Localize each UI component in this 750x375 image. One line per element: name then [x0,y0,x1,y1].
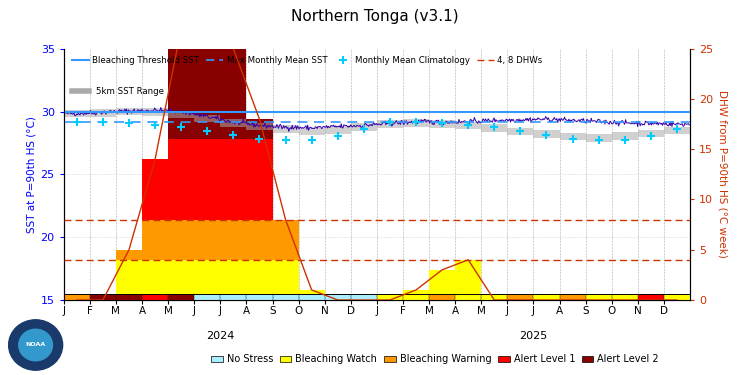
Bar [142,294,168,300]
Bar [116,294,142,300]
Bar [507,294,533,300]
Text: Northern Tonga (v3.1): Northern Tonga (v3.1) [291,9,459,24]
Y-axis label: DHW from P=90th HS (°C week): DHW from P=90th HS (°C week) [717,90,728,258]
Legend: 5km SST Range: 5km SST Range [68,83,167,99]
Legend: No Stress, Bleaching Watch, Bleaching Warning, Alert Level 1, Alert Level 2: No Stress, Bleaching Watch, Bleaching Wa… [207,351,663,368]
Bar [429,294,455,300]
Circle shape [9,320,62,370]
Bar [638,294,664,300]
Bar [560,294,586,300]
Bar [455,294,482,300]
Circle shape [19,329,53,361]
Bar [194,294,220,300]
Bar [220,294,247,300]
Bar [403,294,429,300]
Bar [325,294,351,300]
Bar [351,294,376,300]
Text: NOAA: NOAA [26,342,46,348]
Bar [168,294,194,300]
Bar [298,294,325,300]
Bar [482,294,507,300]
Bar [64,294,690,300]
Bar [376,294,403,300]
Text: 2025: 2025 [519,330,548,340]
Bar [90,294,116,300]
Bar [586,294,612,300]
Bar [64,294,90,300]
Y-axis label: SST at P=90th HS (°C): SST at P=90th HS (°C) [26,116,37,233]
Bar [272,294,298,300]
Bar [533,294,560,300]
Bar [612,294,638,300]
Text: 2024: 2024 [206,330,235,340]
Bar [664,294,690,300]
Bar [247,294,272,300]
